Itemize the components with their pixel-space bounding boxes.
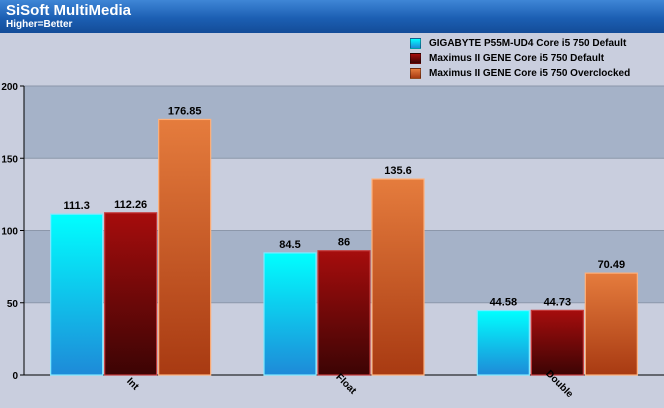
- x-tick-label-float: Float: [333, 372, 358, 397]
- bar-double-maximus-overclocked: [584, 272, 638, 376]
- data-label-float-gigabyte-default: 84.5: [279, 239, 300, 251]
- legend-swatch: [410, 38, 421, 49]
- data-label-float-maximus-overclocked: 135.6: [384, 165, 412, 177]
- bar-int-maximus-overclocked: [158, 118, 212, 376]
- legend-swatch: [410, 68, 421, 79]
- y-tick-label: 200: [1, 82, 18, 93]
- bar-float-maximus-default: [317, 250, 371, 376]
- bar-double-maximus-default: [530, 309, 584, 376]
- data-label-int-maximus-default: 112.26: [114, 199, 147, 211]
- data-label-double-maximus-default: 44.73: [544, 296, 572, 308]
- legend-label: Maximus II GENE Core i5 750 Default: [429, 53, 605, 64]
- data-label-double-gigabyte-default: 44.58: [490, 297, 518, 309]
- legend-swatch: [410, 53, 421, 64]
- x-tick-label-int: Int: [124, 376, 141, 393]
- chart-header: SiSoft MultiMedia Higher=Better: [0, 0, 664, 33]
- data-label-float-maximus-default: 86: [338, 237, 350, 249]
- chart-subtitle: Higher=Better: [6, 19, 73, 30]
- data-label-double-maximus-overclocked: 70.49: [598, 259, 626, 271]
- legend-label: Maximus II GENE Core i5 750 Overclocked: [429, 68, 631, 79]
- bar-int-maximus-default: [104, 212, 158, 376]
- grid-band: [24, 86, 664, 159]
- chart-legend: GIGABYTE P55M-UD4 Core i5 750 Default Ma…: [410, 36, 630, 81]
- chart-title: SiSoft MultiMedia: [6, 2, 131, 19]
- y-tick-label: 150: [1, 154, 18, 165]
- y-tick-label: 100: [1, 227, 18, 238]
- legend-item-maximus-default: Maximus II GENE Core i5 750 Default: [410, 51, 630, 66]
- legend-label: GIGABYTE P55M-UD4 Core i5 750 Default: [429, 38, 627, 49]
- legend-item-gigabyte-default: GIGABYTE P55M-UD4 Core i5 750 Default: [410, 36, 630, 51]
- bar-double-gigabyte-default: [476, 309, 530, 376]
- bar-float-gigabyte-default: [263, 252, 317, 376]
- y-tick-label: 50: [7, 299, 19, 310]
- data-label-int-gigabyte-default: 111.3: [64, 200, 90, 212]
- bar-int-gigabyte-default: [50, 213, 104, 376]
- y-tick-label: 0: [12, 371, 18, 382]
- bar-float-maximus-overclocked: [371, 178, 425, 376]
- legend-item-maximus-overclocked: Maximus II GENE Core i5 750 Overclocked: [410, 66, 630, 81]
- data-label-int-maximus-overclocked: 176.85: [168, 105, 202, 117]
